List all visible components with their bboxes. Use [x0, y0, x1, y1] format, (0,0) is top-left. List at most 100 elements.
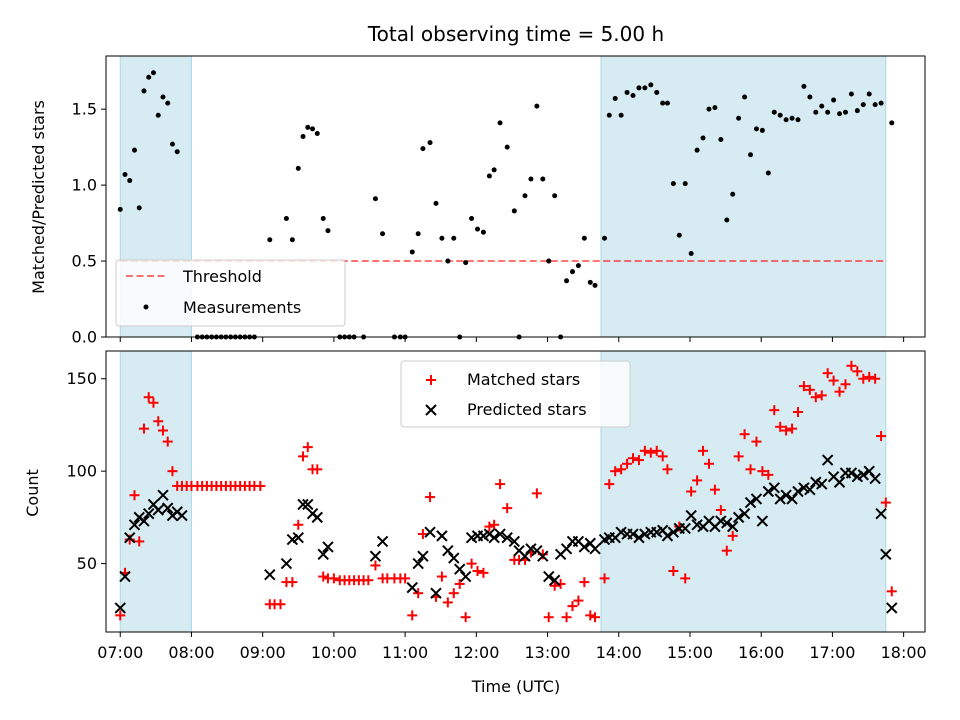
predicted-point: [863, 465, 875, 477]
measurement-point: [889, 120, 895, 126]
x-stroke: [128, 519, 141, 531]
x-stroke: [584, 537, 596, 549]
x-stroke: [376, 535, 389, 548]
predicted-point: [880, 548, 892, 561]
x-stroke: [513, 544, 525, 557]
predicted-point: [543, 570, 555, 583]
matched-point: [138, 423, 149, 434]
matched-point: [287, 577, 298, 588]
x-stroke: [119, 570, 131, 583]
x-tick-label: 07:00: [97, 643, 143, 662]
measurement-point: [575, 263, 581, 269]
matched-point: [834, 386, 845, 397]
predicted-point: [430, 587, 442, 599]
predicted-point: [627, 528, 639, 540]
x-stroke: [114, 602, 126, 614]
predicted-point: [721, 517, 733, 529]
measurement-point: [504, 144, 510, 150]
matched-point: [115, 610, 126, 621]
measurement-point: [648, 82, 654, 88]
measurement-point: [420, 146, 426, 152]
predicted-point: [424, 526, 436, 538]
matched-point: [302, 442, 313, 453]
top-shaded-interval: [600, 55, 887, 338]
matched-point: [709, 484, 720, 495]
predicted-point: [157, 489, 169, 501]
predicted-point: [786, 493, 798, 505]
x-stroke: [459, 570, 472, 583]
x-tick-label: 18:00: [881, 643, 927, 662]
measurement-point: [155, 112, 161, 118]
x-stroke: [792, 485, 804, 498]
predicted-point: [124, 532, 136, 544]
matched-point: [124, 534, 135, 545]
measurement-point: [528, 176, 534, 182]
x-stroke: [880, 548, 892, 561]
predicted-point: [436, 530, 448, 542]
measurement-point: [295, 165, 301, 171]
matched-point: [739, 429, 750, 440]
matched-point: [599, 573, 610, 584]
measurement-point: [136, 205, 142, 211]
predicted-point: [804, 483, 816, 496]
measurement-point: [564, 278, 570, 284]
measurement-point: [497, 120, 503, 126]
predicted-point: [494, 528, 506, 540]
x-stroke: [827, 471, 840, 483]
bottom-shaded-interval: [119, 350, 192, 633]
measurement-point: [837, 111, 843, 117]
predicted-point: [727, 520, 739, 533]
x-stroke: [780, 489, 792, 501]
x-stroke: [863, 465, 875, 477]
measurement-point: [712, 105, 718, 111]
x-stroke: [679, 522, 691, 535]
x-tick-label: 16:00: [738, 643, 784, 662]
measurement-point: [825, 109, 831, 115]
x-stroke: [886, 602, 898, 614]
x-stroke: [302, 498, 314, 511]
matched-point: [466, 558, 477, 569]
measurement-point: [325, 228, 331, 234]
x-tick-label: 13:00: [524, 643, 570, 662]
predicted-point: [322, 541, 334, 553]
predicted-point: [454, 563, 466, 575]
x-axis-label: Time (UTC): [471, 677, 560, 696]
x-stroke: [774, 493, 786, 505]
x-stroke: [311, 511, 323, 524]
measurement-point: [872, 102, 878, 108]
predicted-point: [750, 493, 763, 505]
matched-point: [880, 497, 891, 508]
matched-point: [616, 464, 627, 475]
x-stroke: [560, 543, 573, 555]
measurement-point: [486, 173, 492, 179]
matched-point: [134, 536, 145, 547]
x-stroke: [627, 528, 639, 540]
matched-point: [727, 530, 738, 541]
matched-point: [543, 612, 554, 623]
matched-point: [567, 601, 578, 612]
measurement-point: [848, 91, 854, 97]
top-y-tick-label: 0.0: [72, 328, 97, 347]
bottom-y-tick-label: 50: [77, 554, 97, 573]
predicted-point: [578, 541, 591, 553]
matched-point: [478, 567, 489, 578]
x-stroke: [633, 532, 645, 544]
x-stroke: [412, 557, 424, 570]
measurement-point: [127, 178, 133, 184]
measurement-point: [670, 181, 676, 187]
measurement-point: [700, 135, 706, 141]
predicted-point: [162, 502, 174, 514]
measurement-point: [174, 149, 180, 155]
measurement-point: [141, 88, 147, 94]
matched-point: [275, 599, 286, 610]
matched-point: [751, 436, 762, 447]
measurement-point: [612, 96, 618, 102]
measurement-point: [748, 152, 754, 158]
x-stroke: [508, 535, 521, 548]
measurement-point: [819, 103, 825, 109]
matched-point: [318, 571, 329, 582]
measurement-point: [801, 83, 807, 89]
matched-point: [763, 469, 774, 480]
x-stroke: [543, 570, 555, 583]
x-stroke: [369, 550, 382, 562]
